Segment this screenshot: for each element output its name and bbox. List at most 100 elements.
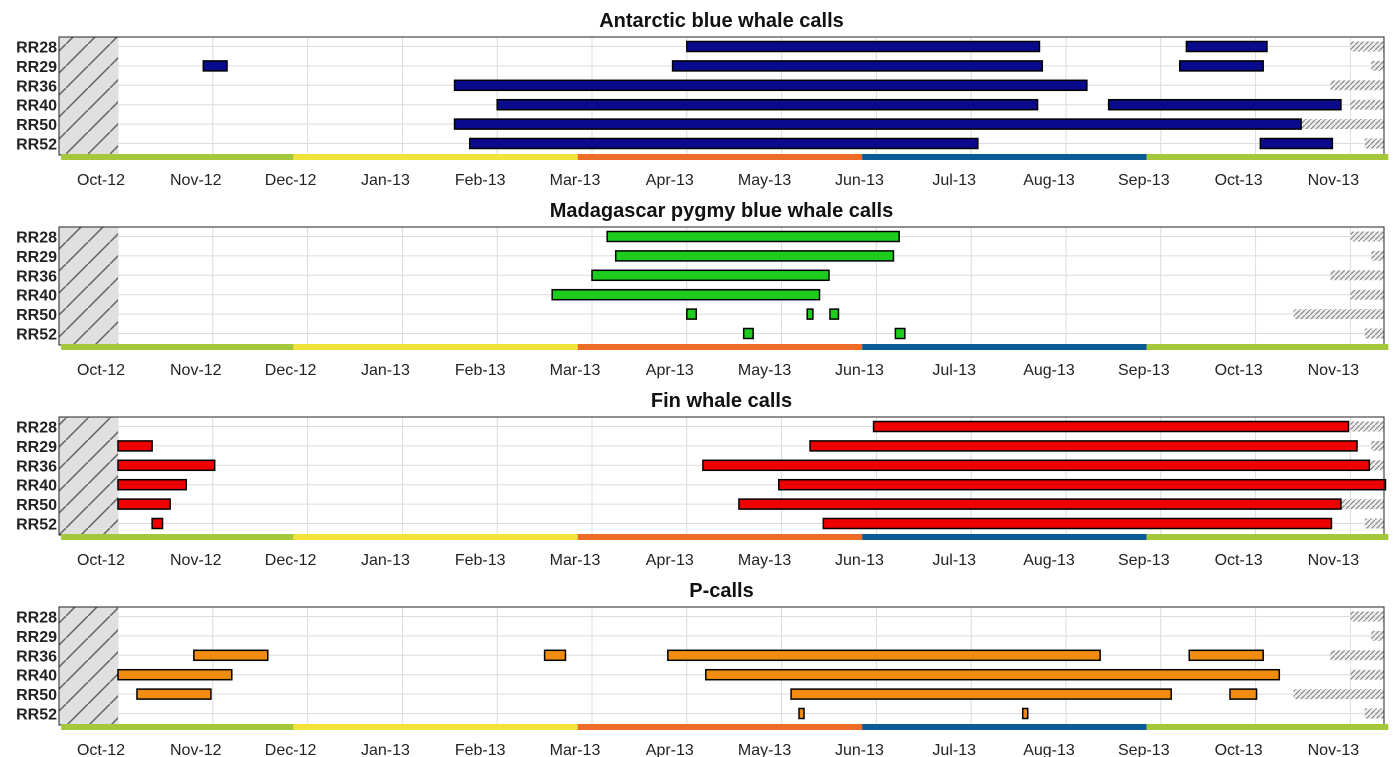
month-tick-label: Feb-13: [455, 552, 506, 569]
station-label: RR29: [16, 249, 57, 266]
panel-title: P-calls: [689, 580, 753, 602]
season-band-winter: [862, 154, 1147, 160]
detection-bar: [686, 308, 698, 320]
month-tick-label: Nov-12: [170, 172, 222, 189]
station-label: RR29: [16, 629, 57, 646]
no-data-end-hatch: [1371, 60, 1384, 71]
month-tick-label: Mar-13: [550, 742, 601, 757]
detection-bar: [543, 649, 567, 662]
month-tick-label: Jun-13: [835, 552, 884, 569]
month-tick-label: Sep-13: [1118, 362, 1170, 379]
station-label: RR50: [16, 497, 57, 514]
month-tick-label: Mar-13: [550, 552, 601, 569]
detection-bar: [705, 668, 1281, 681]
no-data-start-hatch: [59, 227, 118, 345]
no-data-end-hatch: [1330, 650, 1384, 661]
no-data-end-hatch: [1330, 80, 1384, 91]
no-data-end-hatch: [1371, 630, 1384, 641]
detection-bar: [702, 459, 1371, 472]
station-label: RR52: [16, 707, 57, 724]
season-band-autumn: [577, 534, 863, 540]
no-data-end-hatch: [1293, 119, 1384, 130]
month-tick-label: Nov-12: [170, 742, 222, 757]
station-label: RR29: [16, 439, 57, 456]
detection-bar: [117, 478, 188, 491]
month-tick-label: Jan-13: [361, 172, 410, 189]
month-tick-label: Apr-13: [646, 552, 694, 569]
season-band-summer: [293, 724, 578, 730]
no-data-end-hatch: [1350, 421, 1384, 432]
detection-bar: [809, 440, 1358, 452]
plot-area: [59, 607, 1384, 725]
station-label: RR40: [16, 668, 57, 685]
month-tick-label: Jul-13: [932, 742, 976, 757]
month-tick-label: Oct-13: [1215, 172, 1263, 189]
no-data-end-hatch: [1293, 689, 1384, 700]
month-tick-label: Dec-12: [265, 552, 317, 569]
month-tick-label: May-13: [738, 172, 791, 189]
no-data-end-hatch: [1364, 518, 1384, 529]
month-tick-label: Sep-13: [1118, 742, 1170, 757]
month-tick-label: Apr-13: [646, 172, 694, 189]
season-band-spring: [1146, 154, 1389, 160]
detection-bar: [778, 478, 1387, 491]
month-tick-label: Jan-13: [361, 742, 410, 757]
month-tick-label: Dec-12: [265, 172, 317, 189]
station-label: RR28: [16, 610, 57, 627]
month-tick-label: Nov-13: [1308, 362, 1360, 379]
no-data-end-hatch: [1371, 440, 1384, 451]
station-label: RR28: [16, 420, 57, 437]
station-label: RR50: [16, 307, 57, 324]
season-band-autumn: [577, 344, 863, 350]
month-tick-label: Dec-12: [265, 742, 317, 757]
station-label: RR40: [16, 478, 57, 495]
month-tick-label: Aug-13: [1023, 552, 1075, 569]
detection-bar: [790, 688, 1172, 700]
station-label: RR52: [16, 517, 57, 534]
detection-bar: [1185, 40, 1268, 53]
no-data-end-hatch: [1293, 309, 1384, 320]
station-label: RR28: [16, 40, 57, 57]
station-label: RR36: [16, 78, 57, 95]
season-band-winter: [862, 724, 1147, 730]
month-tick-label: Oct-13: [1215, 362, 1263, 379]
detection-bar: [614, 250, 895, 262]
no-data-end-hatch: [1371, 250, 1384, 261]
station-label: RR36: [16, 648, 57, 665]
month-tick-label: Apr-13: [646, 742, 694, 757]
month-tick-label: May-13: [738, 552, 791, 569]
detection-bar: [1107, 98, 1342, 111]
station-label: RR28: [16, 230, 57, 247]
station-label: RR50: [16, 687, 57, 704]
month-tick-label: Oct-12: [77, 172, 125, 189]
detection-bar: [806, 308, 814, 320]
month-tick-label: Mar-13: [550, 172, 601, 189]
no-data-end-hatch: [1350, 669, 1384, 680]
month-tick-label: Aug-13: [1023, 362, 1075, 379]
panel-title: Madagascar pygmy blue whale calls: [550, 200, 893, 222]
chart-panels: Antarctic blue whale calls RR28 RR29 RR36 RR…: [16, 10, 1389, 757]
detection-bar: [117, 498, 171, 510]
month-tick-label: Feb-13: [455, 362, 506, 379]
season-band-autumn: [577, 724, 863, 730]
detection-bar: [117, 668, 233, 681]
no-data-end-hatch: [1350, 611, 1384, 622]
month-tick-label: Jul-13: [932, 362, 976, 379]
detection-bar: [798, 707, 805, 720]
detection-bar: [468, 137, 979, 150]
season-band-spring: [61, 724, 294, 730]
detection-bar: [453, 118, 1302, 130]
month-tick-label: Jul-13: [932, 552, 976, 569]
panel-title: Antarctic blue whale calls: [599, 10, 844, 32]
station-label: RR50: [16, 117, 57, 134]
month-tick-label: Sep-13: [1118, 172, 1170, 189]
month-tick-label: Jun-13: [835, 362, 884, 379]
no-data-end-hatch: [1350, 41, 1384, 52]
no-data-end-hatch: [1364, 328, 1384, 339]
station-label: RR36: [16, 268, 57, 285]
panel-1: Antarctic blue whale calls RR28 RR29 RR36 RR…: [16, 10, 1389, 189]
month-tick-label: Aug-13: [1023, 742, 1075, 757]
month-tick-label: Sep-13: [1118, 552, 1170, 569]
month-tick-label: Nov-13: [1308, 552, 1360, 569]
